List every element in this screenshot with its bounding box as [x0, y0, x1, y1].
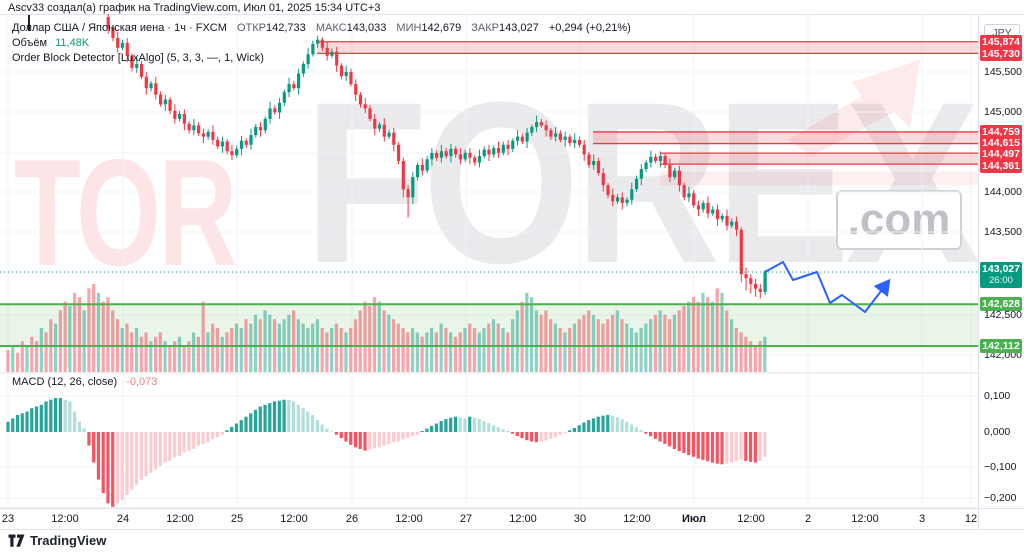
tradingview-logo-icon — [8, 534, 25, 547]
price-tick-label: 142,500 — [984, 309, 1022, 321]
time-tick-label: 2 — [804, 513, 812, 525]
order-block-price-badge: 144,497 — [980, 147, 1022, 161]
zone-fills — [0, 41, 978, 346]
price-line-and-projection — [0, 261, 978, 313]
indicator-title: Order Block Detector [LuxAlgo] (5, 3, 3,… — [12, 52, 264, 64]
time-tick-label: 12:00 — [509, 513, 537, 525]
time-tick-label: 12:00 — [51, 513, 79, 525]
toolbar-edge-artifact — [28, 15, 30, 31]
close-value: 143,027 — [498, 22, 539, 34]
time-tick-label: 12 — [964, 513, 978, 525]
time-axis-separator — [0, 508, 1024, 509]
price-axis-separator — [978, 14, 979, 529]
time-tick-label: Июл — [681, 513, 707, 525]
change-value: +0,294 (+0,21%) — [548, 22, 631, 34]
symbol-meta: · 1ч · FXCM — [167, 22, 227, 34]
price-tick-label: 144,000 — [984, 186, 1022, 198]
macd-tick-label: −0,200 — [984, 492, 1017, 504]
volume-label: Объём — [12, 37, 48, 49]
order-block-price-badge: 144,615 — [980, 136, 1022, 150]
macd-value: -0,073 — [126, 376, 158, 388]
time-tick-label: 12:00 — [280, 513, 308, 525]
support-level-price-badge: 142,112 — [980, 339, 1022, 353]
time-tick-label: 12:00 — [737, 513, 765, 525]
symbol-title[interactable]: Доллар США / Японская иена — [12, 22, 165, 34]
time-tick-label: 30 — [573, 513, 587, 525]
time-tick-label: 26 — [345, 513, 359, 525]
macd-title: MACD (12, 26, close) — [12, 376, 118, 388]
symbol-legend-row[interactable]: Доллар США / Японская иена · 1ч · FXCM О… — [12, 21, 631, 35]
high-label: МАКС — [315, 22, 347, 34]
chart-bottom-divider — [0, 529, 1024, 530]
order-block-price-badge: 144,759 — [980, 125, 1022, 139]
time-tick-label: 24 — [116, 513, 130, 525]
indicator-legend-row[interactable]: Order Block Detector [LuxAlgo] (5, 3, 3,… — [12, 51, 631, 65]
chart-plot-area[interactable] — [0, 0, 978, 530]
current-price-badge: 143,027 26:00 — [980, 262, 1022, 288]
volume-value: 11,48K — [55, 37, 90, 49]
macd-tick-label: 0,000 — [984, 426, 1011, 438]
snapshot-info-bar: Ascv33 создал(а) график на TradingView.c… — [8, 2, 381, 14]
price-tick-label: 145,000 — [984, 106, 1022, 118]
time-tick-label: 25 — [230, 513, 244, 525]
macd-tick-label: −0,100 — [984, 461, 1017, 473]
order-block-price-badge: 144,361 — [980, 159, 1022, 173]
low-value: 142,679 — [421, 22, 462, 34]
footer-branding[interactable]: TradingView — [8, 533, 106, 548]
close-label: ЗАКР — [471, 22, 499, 34]
price-tick-label: 143,500 — [984, 226, 1022, 238]
macd-tick-label: 0,100 — [984, 390, 1011, 402]
time-tick-label: 23 — [1, 513, 15, 525]
volume-legend-row[interactable]: Объём 11,48K — [12, 36, 631, 50]
macd-legend-row[interactable]: MACD (12, 26, close) -0,073 — [12, 376, 157, 388]
price-tick-label: 145,500 — [984, 66, 1022, 78]
chart-legend[interactable]: Доллар США / Японская иена · 1ч · FXCM О… — [12, 21, 631, 66]
support-level-price-badge: 142,628 — [980, 297, 1022, 311]
open-value: 142,733 — [266, 22, 306, 34]
time-tick-label: 12:00 — [851, 513, 879, 525]
high-value: 143,033 — [346, 22, 387, 34]
zone-border-lines — [0, 41, 978, 347]
macd-histogram — [6, 398, 767, 507]
low-label: МИН — [396, 22, 422, 34]
order-block-price-badge: 145,730 — [980, 47, 1022, 61]
time-tick-label: 3 — [918, 513, 926, 525]
time-tick-label: 12:00 — [395, 513, 423, 525]
time-tick-label: 12:00 — [623, 513, 651, 525]
tradingview-brand-text: TradingView — [30, 533, 107, 548]
order-block-price-badge: 145,874 — [980, 35, 1022, 49]
time-tick-label: 12:00 — [166, 513, 194, 525]
chart-top-divider — [0, 14, 1024, 15]
candlesticks — [106, 14, 767, 299]
time-tick-label: 27 — [459, 513, 473, 525]
open-label: ОТКР — [236, 22, 267, 34]
